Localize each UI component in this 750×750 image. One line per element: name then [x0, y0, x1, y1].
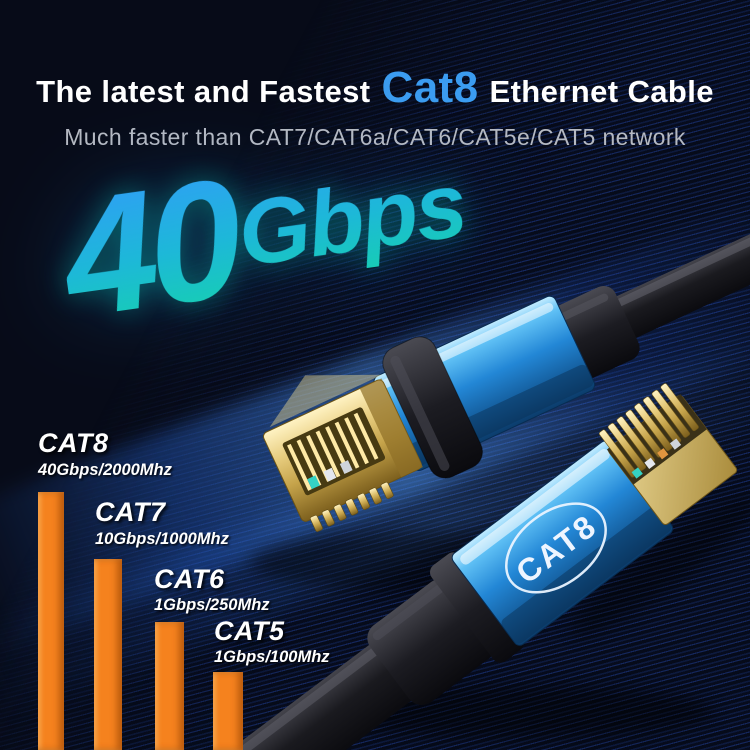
shield-bevel — [359, 378, 423, 478]
bar-label-cat8: CAT8 — [38, 428, 109, 458]
gold-pins-left — [287, 412, 379, 491]
bar-spec-cat8: 40Gbps/2000Mhz — [38, 461, 172, 479]
clip-strap-left — [382, 336, 483, 479]
wire-hints-right — [631, 438, 682, 479]
bar-spec-cat7: 10Gbps/1000Mhz — [95, 530, 229, 548]
bar-label-cat5: CAT5 — [214, 616, 285, 646]
flat-cable-left — [598, 146, 750, 346]
bar-label-cat7: CAT7 — [95, 497, 166, 527]
bar-label-cat6: CAT6 — [154, 564, 225, 594]
plug-teeth-left — [310, 481, 394, 532]
bar-spec-cat6: 1Gbps/250Mhz — [154, 596, 270, 614]
boot-rib — [553, 293, 609, 324]
title-prefix: The latest and Fastest — [36, 74, 371, 109]
cable-highlight — [598, 147, 750, 316]
boot-step-right — [430, 552, 524, 663]
plug-pins-right — [599, 383, 699, 478]
bar-cat5 — [213, 672, 243, 750]
bar-cat6 — [155, 622, 184, 750]
title-suffix: Ethernet Cable — [489, 74, 714, 109]
speed-value: 40 — [50, 143, 247, 354]
page-title: The latest and Fastest Cat8 Ethernet Cab… — [0, 66, 750, 110]
bar-cat8 — [38, 492, 64, 750]
contact-window-right — [606, 394, 707, 485]
bar-cat7 — [94, 559, 122, 750]
flat-cable-right — [137, 636, 424, 750]
wire-hints-left — [307, 460, 353, 490]
subtitle: Much faster than CAT7/CAT6a/CAT6/CAT5e/C… — [64, 124, 686, 150]
connector-left — [263, 146, 750, 532]
shadow-right-plug — [571, 495, 750, 635]
housing-shade-2 — [501, 506, 672, 644]
connector-right: CAT8 — [137, 383, 738, 750]
bar-spec-cat5: 1Gbps/100Mhz — [214, 648, 330, 666]
strap-highlight — [390, 355, 450, 471]
housing-glare-2 — [460, 449, 610, 565]
cable-highlight-2 — [137, 637, 391, 750]
contact-window-left — [282, 407, 386, 496]
boot-rib-2 — [372, 583, 445, 641]
speed-unit: Gbps — [232, 153, 472, 287]
cat8-oval — [505, 502, 607, 594]
title-highlight: Cat8 — [381, 63, 479, 112]
